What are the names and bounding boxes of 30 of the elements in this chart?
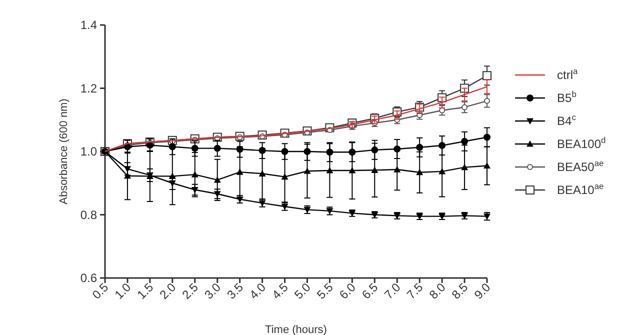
x-tick-label: 7.5 <box>404 280 426 302</box>
x-tick-label: 6.0 <box>336 280 359 302</box>
x-tick-label: 2.0 <box>156 280 179 302</box>
y-tick-label: 0.8 <box>80 208 98 222</box>
legend-label: B4$^{c}$ <box>557 112 576 128</box>
x-tick-label: 2.5 <box>179 280 202 302</box>
x-tick-label: 9.0 <box>471 280 494 302</box>
x-tick-label: 7.0 <box>382 280 404 302</box>
legend-label: BEA50$^{ae}$ <box>557 158 604 174</box>
y-tick-label: 1.4 <box>80 18 98 32</box>
x-axis-title: Time (hours) <box>265 324 327 335</box>
y-axis-title: Absorbance (600 nm) <box>58 98 70 204</box>
x-tick-label: 1.0 <box>112 280 134 302</box>
x-tick-label: 5.5 <box>314 280 336 302</box>
y-tick-label: 1.2 <box>80 81 98 96</box>
x-tick-label: 4.0 <box>246 280 269 302</box>
legend-label: BEA10$^{ae}$ <box>557 181 604 198</box>
y-tick-label: 0.6 <box>80 271 98 286</box>
legend-label: ctrl$^{a}$ <box>557 66 578 82</box>
x-tick-label: 4.5 <box>269 280 292 302</box>
x-tick-label: 1.5 <box>134 280 156 302</box>
x-tick-label: 6.5 <box>359 280 381 302</box>
x-tick-label: 5.0 <box>292 280 314 302</box>
x-tick-label: 8.5 <box>448 280 471 302</box>
x-tick-label: 3.5 <box>224 280 246 302</box>
legend-label: B5$^{b}$ <box>557 89 577 106</box>
x-tick-label: 3.0 <box>202 280 224 302</box>
legend-label: BEA100$^{d}$ <box>557 135 606 152</box>
y-tick-label: 1.0 <box>80 144 98 159</box>
x-tick-label: 8.0 <box>426 280 448 302</box>
